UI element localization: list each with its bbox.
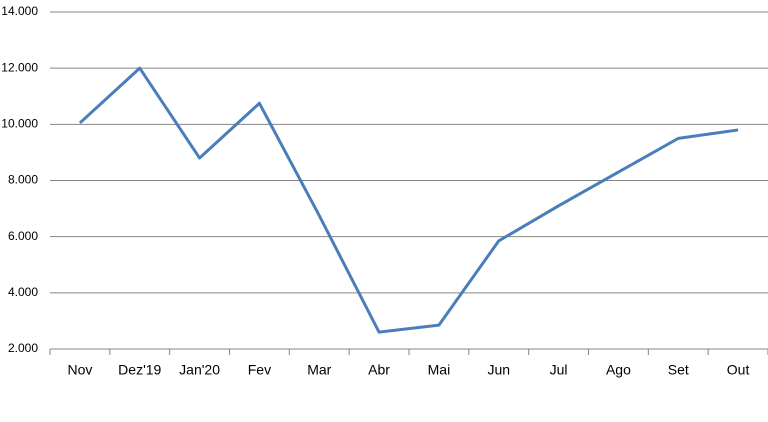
x-tick-label: Ago — [606, 362, 631, 378]
y-tick-label: 6.000 — [8, 229, 38, 243]
x-tick-label: Jun — [487, 362, 510, 378]
x-tick-label: Nov — [67, 362, 92, 378]
x-tick-label: Jul — [550, 362, 568, 378]
y-tick-label: 8.000 — [8, 173, 38, 187]
x-tick-label: Mar — [307, 362, 331, 378]
y-tick-label: 10.000 — [1, 117, 38, 131]
x-tick-label: Fev — [248, 362, 271, 378]
x-tick-label: Out — [727, 362, 750, 378]
data-line — [78, 66, 739, 334]
x-tick-label: Mai — [428, 362, 451, 378]
y-tick-label: 4.000 — [8, 285, 38, 299]
y-tick-label: 2.000 — [8, 341, 38, 355]
y-tick-label: 12.000 — [1, 60, 38, 74]
x-tick-label: Abr — [368, 362, 390, 378]
x-tick-label: Dez'19 — [118, 362, 161, 378]
x-tick-label: Set — [668, 362, 689, 378]
x-tick-label: Jan'20 — [179, 362, 220, 378]
y-tick-label: 14.000 — [1, 4, 38, 18]
